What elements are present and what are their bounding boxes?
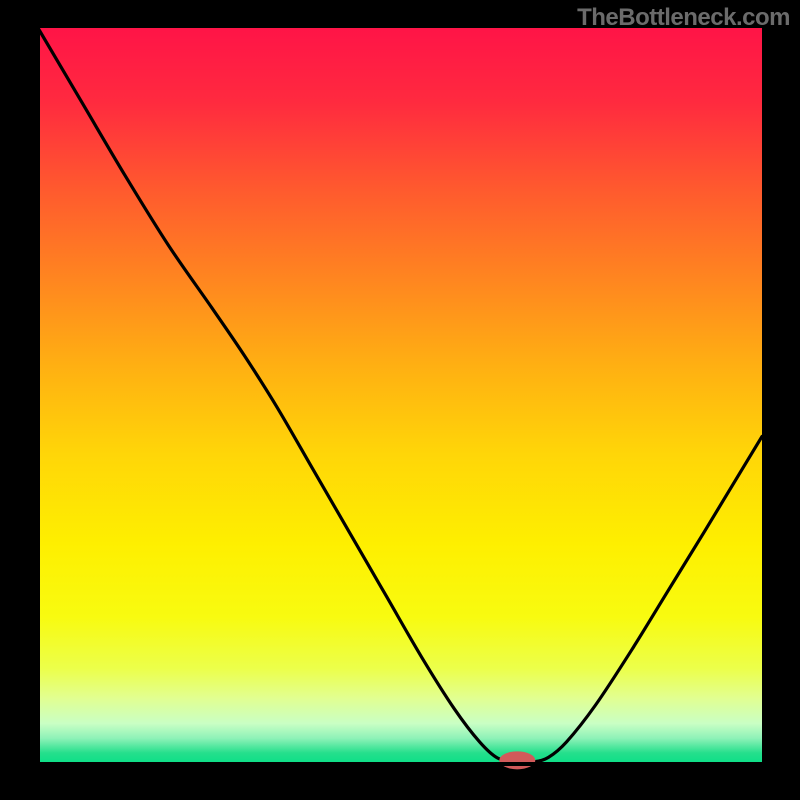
plot-background	[38, 28, 762, 764]
optimal-marker	[499, 751, 535, 769]
watermark-text: TheBottleneck.com	[577, 4, 790, 32]
chart-container: TheBottleneck.com	[0, 0, 800, 800]
bottleneck-chart	[0, 0, 800, 800]
